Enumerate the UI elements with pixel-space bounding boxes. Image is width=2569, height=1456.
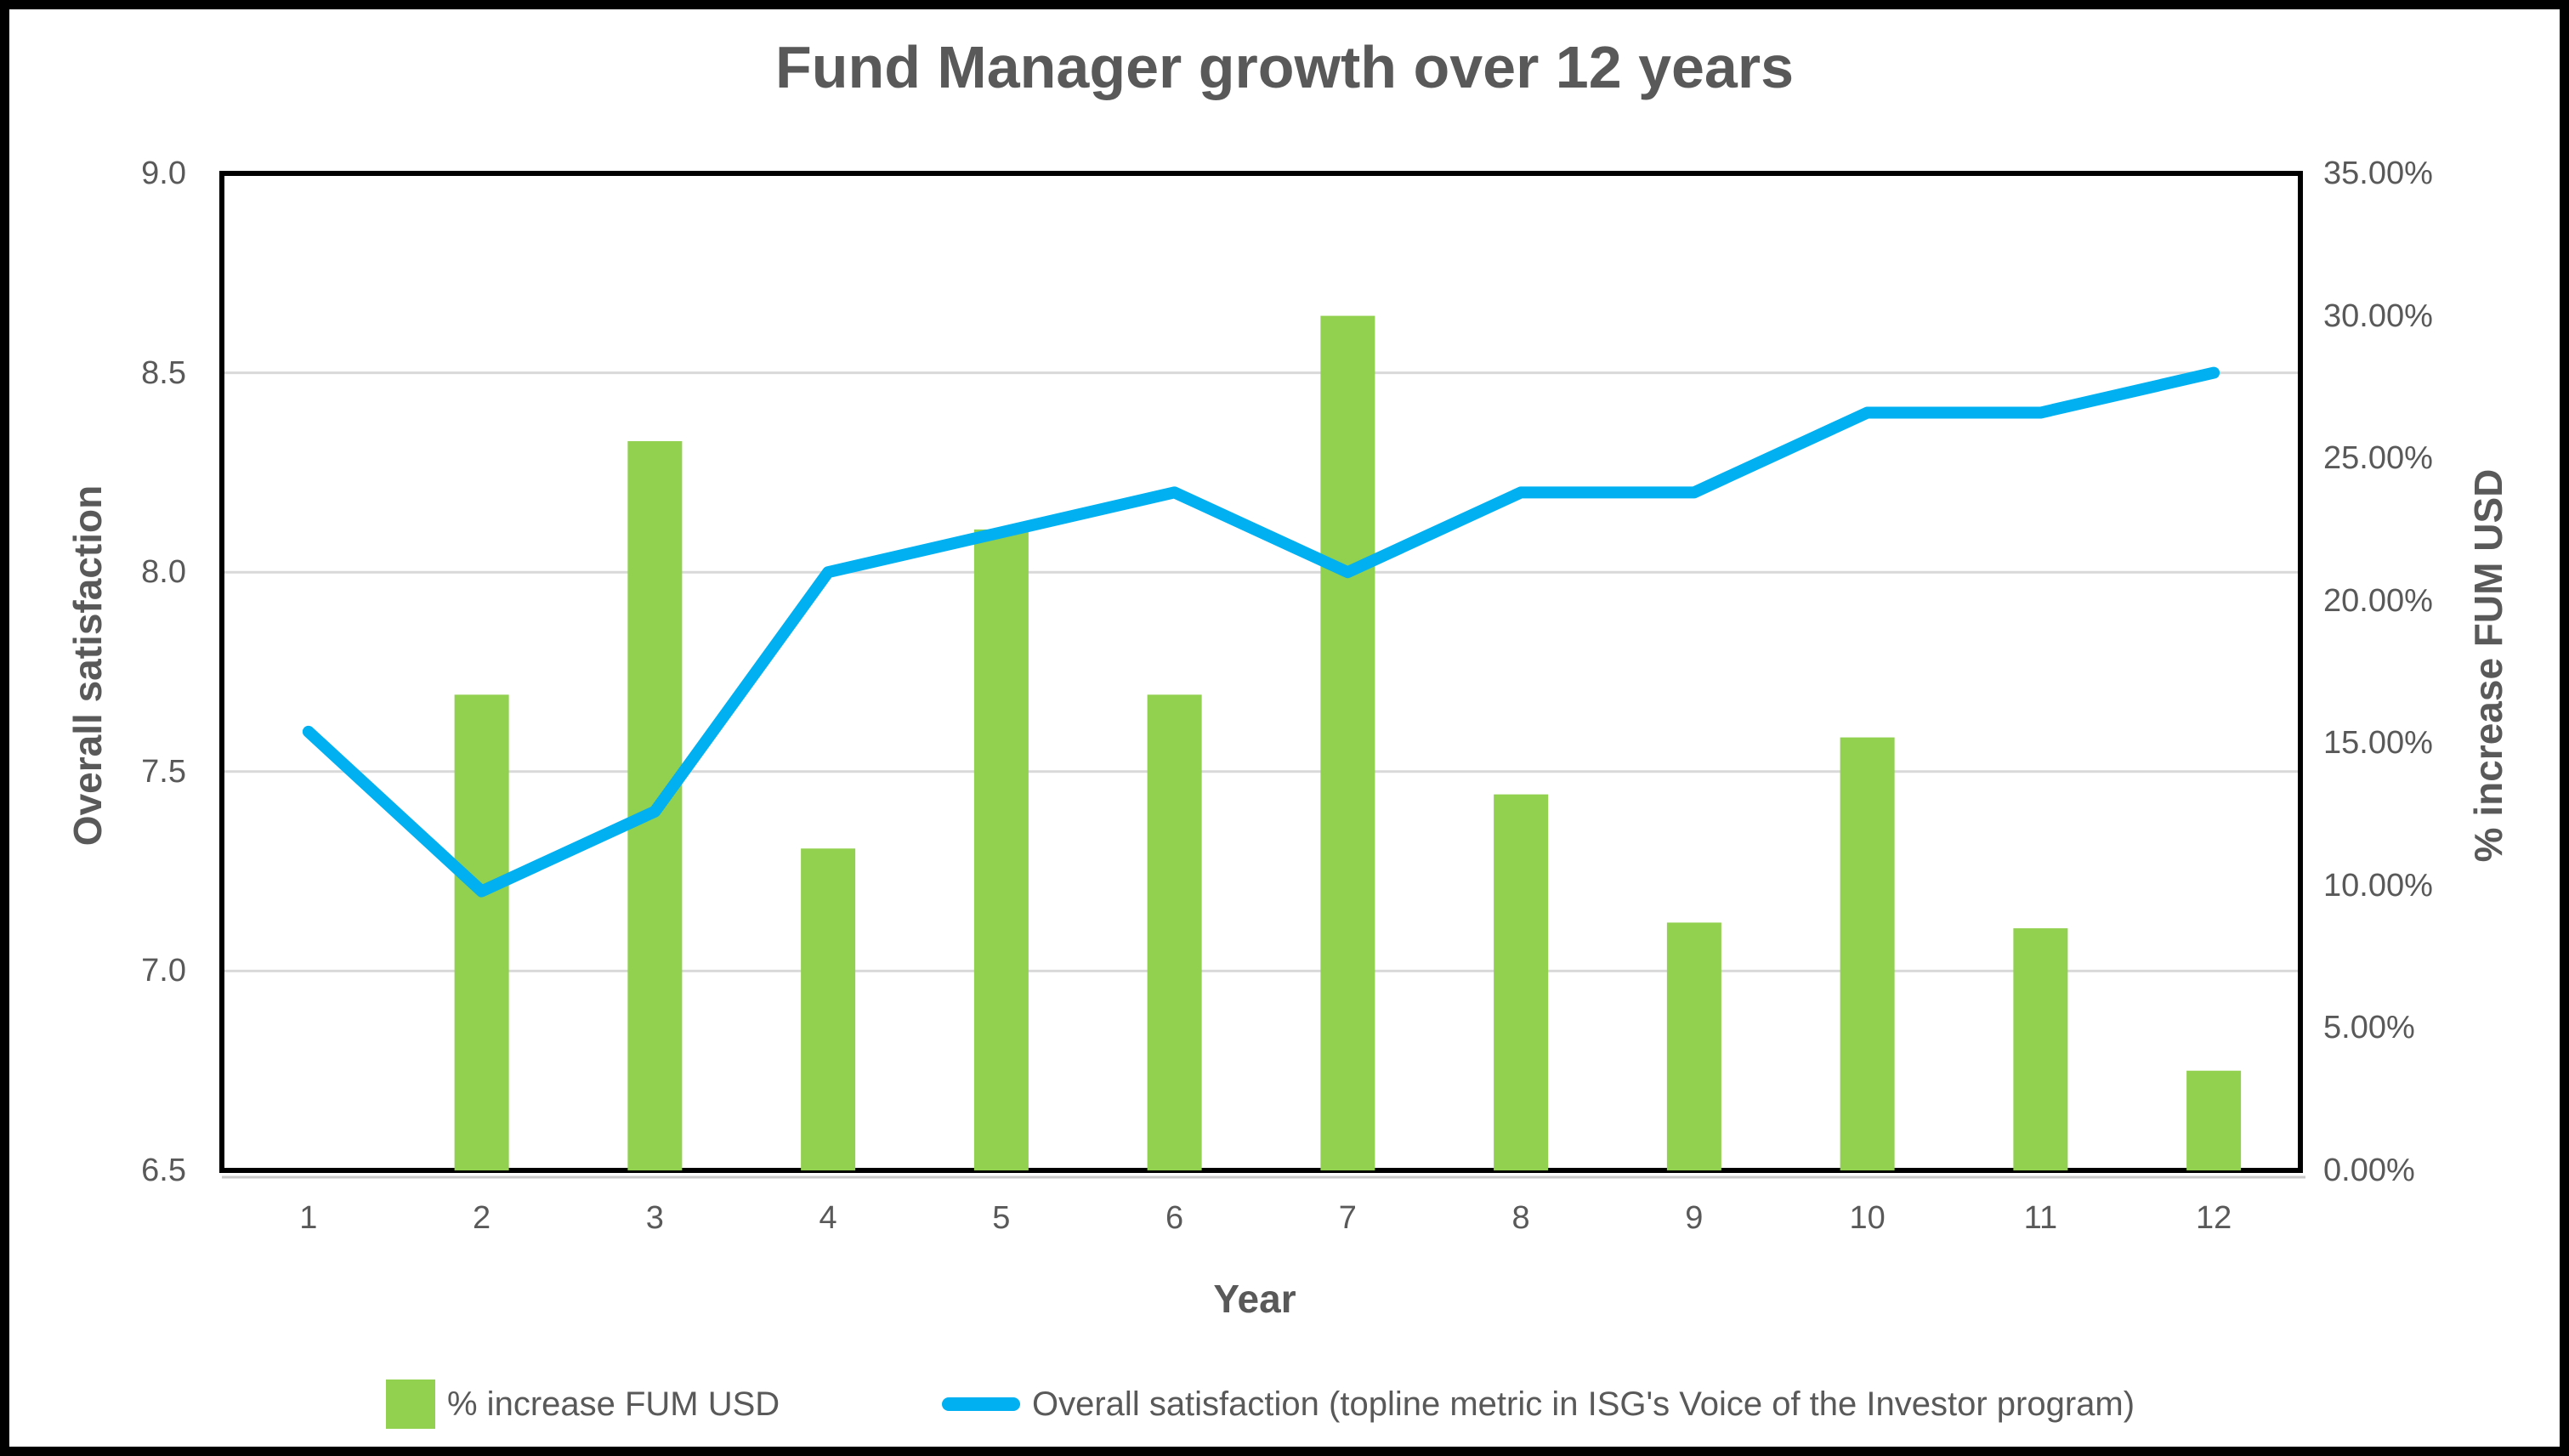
plot-border — [219, 171, 2303, 1173]
bar-year-6 — [1147, 694, 1202, 1170]
right-axis-tick-1: 30.00% — [2323, 297, 2433, 334]
x-axis-tick-3: 3 — [645, 1200, 664, 1236]
right-axis-tick-6: 5.00% — [2323, 1010, 2415, 1046]
x-axis-tick-10: 10 — [1849, 1200, 1886, 1236]
x-axis-tick-6: 6 — [1165, 1200, 1184, 1236]
left-axis-tick-0: 9.0 — [141, 156, 186, 191]
right-axis-tick-3: 20.00% — [2323, 582, 2433, 619]
bar-year-7 — [1320, 315, 1375, 1171]
bar-year-9 — [1666, 922, 1721, 1170]
satisfaction-line — [302, 366, 2220, 898]
x-axis-tick-4: 4 — [819, 1200, 837, 1236]
chart-title: Fund Manager growth over 12 years — [774, 34, 1795, 100]
right-axis-tick-5: 10.00% — [2323, 867, 2433, 904]
left-axis-tick-2: 8.0 — [141, 554, 186, 591]
left-axis-tick-5: 6.5 — [141, 1153, 186, 1188]
right-axis-tick-2: 25.00% — [2323, 440, 2433, 477]
right-axis-tick-7: 0.00% — [2323, 1153, 2415, 1188]
x-axis-tick-7: 7 — [1338, 1200, 1357, 1236]
bar-year-12 — [2186, 1070, 2242, 1170]
right-axis-title: % increase FUM USD — [2466, 468, 2510, 863]
legend-label-satisfaction: Overall satisfaction (topline metric in … — [1032, 1385, 2135, 1423]
x-axis-tick-12: 12 — [2195, 1200, 2232, 1236]
x-axis-tick-9: 9 — [1685, 1200, 1704, 1236]
bar-year-2 — [454, 694, 509, 1170]
right-axis-tick-0: 35.00% — [2323, 156, 2433, 191]
legend-line-swatch — [942, 1397, 1020, 1411]
left-axis-tick-1: 8.5 — [141, 354, 186, 391]
legend-label-fum: % increase FUM USD — [447, 1385, 780, 1423]
x-axis-tick-5: 5 — [992, 1200, 1011, 1236]
bar-year-4 — [801, 848, 856, 1170]
left-axis-tick-4: 7.0 — [141, 953, 186, 989]
x-axis-tick-2: 2 — [473, 1200, 491, 1236]
right-axis-tick-4: 15.00% — [2323, 725, 2433, 762]
bar-year-5 — [973, 529, 1029, 1170]
legend-square-swatch — [386, 1380, 435, 1429]
x-axis-tick-11: 11 — [2023, 1200, 2058, 1236]
left-axis-tick-3: 7.5 — [141, 753, 186, 790]
left-axis-title: Overall satisfaction — [65, 484, 110, 847]
legend-item-satisfaction: Overall satisfaction (topline metric in … — [942, 1376, 2135, 1432]
bar-year-8 — [1494, 794, 1549, 1170]
bar-year-11 — [2013, 928, 2068, 1170]
x-axis-tick-8: 8 — [1511, 1200, 1530, 1236]
plot-svg — [219, 171, 2305, 1179]
legend-item-fum: % increase FUM USD — [386, 1376, 780, 1432]
bar-year-10 — [1840, 737, 1895, 1170]
x-axis-title: Year — [1213, 1277, 1296, 1321]
x-axis-tick-1: 1 — [299, 1200, 318, 1236]
